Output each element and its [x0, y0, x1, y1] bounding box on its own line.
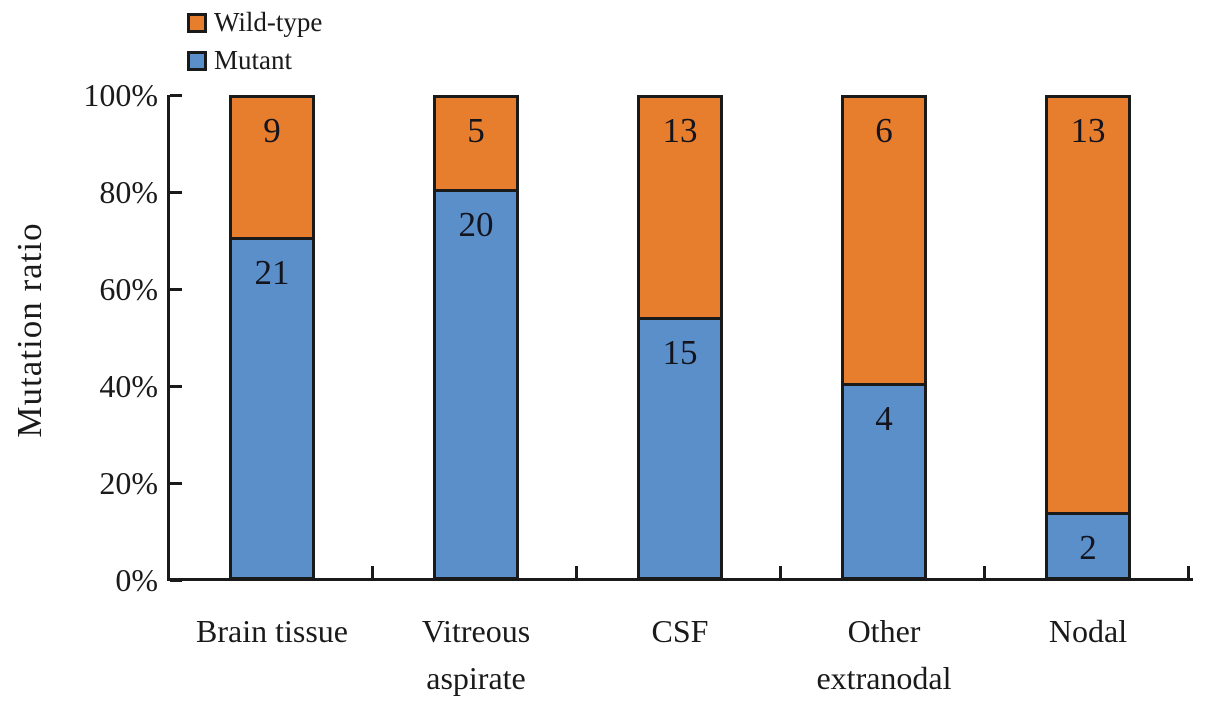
bar-vitreous-aspirate: 5 20 [433, 95, 519, 580]
x-tick-mark [371, 566, 374, 578]
x-category-label-brain-tissue: Brain tissue [196, 613, 348, 649]
segment-wild-type-nodal: 13 [1045, 95, 1131, 515]
y-tick-label-0-: 0% [115, 562, 158, 598]
segment-mutant-other-extranodal: 4 [841, 386, 927, 580]
legend-item-wild-type: Wild-type [187, 7, 323, 38]
y-tick-mark [170, 481, 182, 485]
value-label-wild-type-csf: 13 [662, 111, 698, 150]
segment-mutant-csf: 15 [637, 320, 723, 580]
value-label-wild-type-nodal: 13 [1070, 111, 1106, 150]
legend-swatch-mutant-icon [187, 50, 207, 71]
y-tick-label-40-: 40% [99, 368, 158, 404]
x-category-label-other-extranodal: Other extranodal [816, 613, 952, 696]
segment-mutant-vitreous-aspirate: 20 [433, 192, 519, 580]
value-label-mutant-vitreous-aspirate: 20 [458, 205, 494, 244]
y-tick-mark [170, 384, 182, 388]
legend-swatch-wild-type-icon [187, 12, 207, 33]
x-category-label-nodal: Nodal [1048, 613, 1128, 649]
legend-label-wild-type: Wild-type [214, 7, 323, 37]
segment-mutant-nodal: 2 [1045, 515, 1131, 580]
x-category-label-csf: CSF [651, 613, 709, 649]
y-tick-label-80-: 80% [99, 174, 158, 210]
value-label-mutant-brain-tissue: 21 [254, 253, 290, 292]
value-label-mutant-csf: 15 [662, 333, 698, 372]
y-tick-mark [170, 93, 182, 97]
legend-item-mutant: Mutant [187, 44, 322, 76]
y-tick-label-100-: 100% [83, 77, 158, 113]
segment-wild-type-other-extranodal: 6 [841, 95, 927, 386]
value-label-mutant-other-extranodal: 4 [875, 399, 893, 438]
y-tick-mark [170, 190, 182, 194]
bar-nodal: 13 2 [1045, 95, 1131, 580]
y-tick-mark [170, 287, 182, 291]
x-tick-mark [575, 566, 578, 578]
value-label-mutant-nodal: 2 [1079, 528, 1097, 567]
bar-brain-tissue: 9 21 [229, 95, 315, 580]
x-category-label-vitreous-aspirate: Vitreous aspirate [421, 613, 531, 696]
value-label-wild-type-brain-tissue: 9 [263, 111, 281, 150]
x-tick-mark [1187, 566, 1190, 578]
segment-wild-type-brain-tissue: 9 [229, 95, 315, 240]
legend-label-mutant: Mutant [214, 44, 292, 75]
segment-wild-type-vitreous-aspirate: 5 [433, 95, 519, 192]
segment-wild-type-csf: 13 [637, 95, 723, 320]
value-label-wild-type-other-extranodal: 6 [875, 111, 893, 150]
y-tick-mark [170, 578, 182, 582]
value-label-wild-type-vitreous-aspirate: 5 [467, 111, 485, 150]
y-tick-label-20-: 20% [99, 465, 158, 501]
segment-mutant-brain-tissue: 21 [229, 240, 315, 580]
y-axis-title: Mutation ratio [10, 222, 49, 438]
bar-csf: 13 15 [637, 95, 723, 580]
x-tick-mark [779, 566, 782, 578]
y-axis-line [167, 95, 170, 581]
legend: Wild-type Mutant [187, 7, 323, 76]
y-tick-label-60-: 60% [99, 271, 158, 307]
x-tick-mark [983, 566, 986, 578]
